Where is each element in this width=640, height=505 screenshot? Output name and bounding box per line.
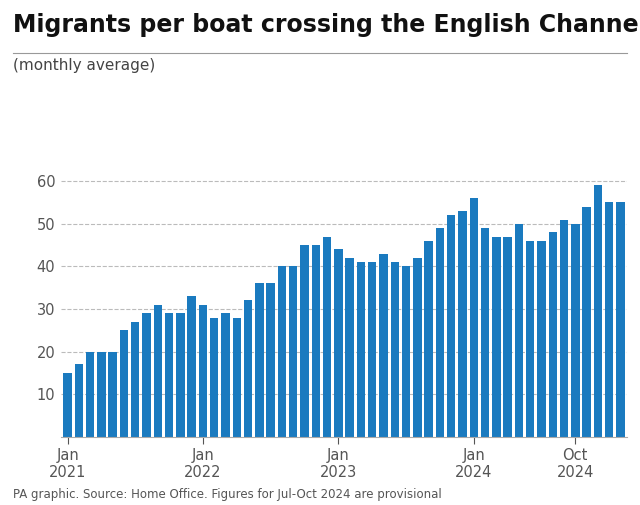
Bar	[492, 236, 500, 437]
Bar	[616, 203, 625, 437]
Bar	[120, 330, 128, 437]
Bar	[255, 283, 264, 437]
Bar	[165, 313, 173, 437]
Bar	[481, 228, 489, 437]
Bar	[380, 254, 388, 437]
Bar	[199, 305, 207, 437]
Text: PA graphic. Source: Home Office. Figures for Jul-Oct 2024 are provisional: PA graphic. Source: Home Office. Figures…	[13, 488, 442, 501]
Bar	[266, 283, 275, 437]
Bar	[424, 241, 433, 437]
Bar	[142, 313, 151, 437]
Bar	[571, 224, 580, 437]
Bar	[278, 267, 286, 437]
Bar	[447, 215, 456, 437]
Bar	[537, 241, 546, 437]
Bar	[605, 203, 613, 437]
Bar	[131, 322, 140, 437]
Bar	[244, 300, 252, 437]
Bar	[594, 185, 602, 437]
Bar	[154, 305, 162, 437]
Bar	[548, 232, 557, 437]
Bar	[63, 373, 72, 437]
Bar	[582, 207, 591, 437]
Bar	[188, 296, 196, 437]
Bar	[75, 365, 83, 437]
Bar	[413, 258, 422, 437]
Bar	[560, 220, 568, 437]
Bar	[368, 262, 376, 437]
Bar	[515, 224, 523, 437]
Bar	[221, 313, 230, 437]
Bar	[97, 351, 106, 437]
Bar	[86, 351, 94, 437]
Bar	[334, 249, 342, 437]
Bar	[300, 245, 308, 437]
Bar	[176, 313, 184, 437]
Bar	[346, 258, 354, 437]
Bar	[526, 241, 534, 437]
Bar	[470, 198, 478, 437]
Bar	[436, 228, 444, 437]
Text: Migrants per boat crossing the English Channel: Migrants per boat crossing the English C…	[13, 13, 640, 37]
Bar	[312, 245, 320, 437]
Bar	[232, 318, 241, 437]
Bar	[504, 236, 512, 437]
Bar	[458, 211, 467, 437]
Bar	[210, 318, 218, 437]
Bar	[402, 267, 410, 437]
Bar	[323, 236, 332, 437]
Bar	[390, 262, 399, 437]
Text: (monthly average): (monthly average)	[13, 58, 155, 73]
Bar	[108, 351, 117, 437]
Bar	[289, 267, 298, 437]
Bar	[356, 262, 365, 437]
